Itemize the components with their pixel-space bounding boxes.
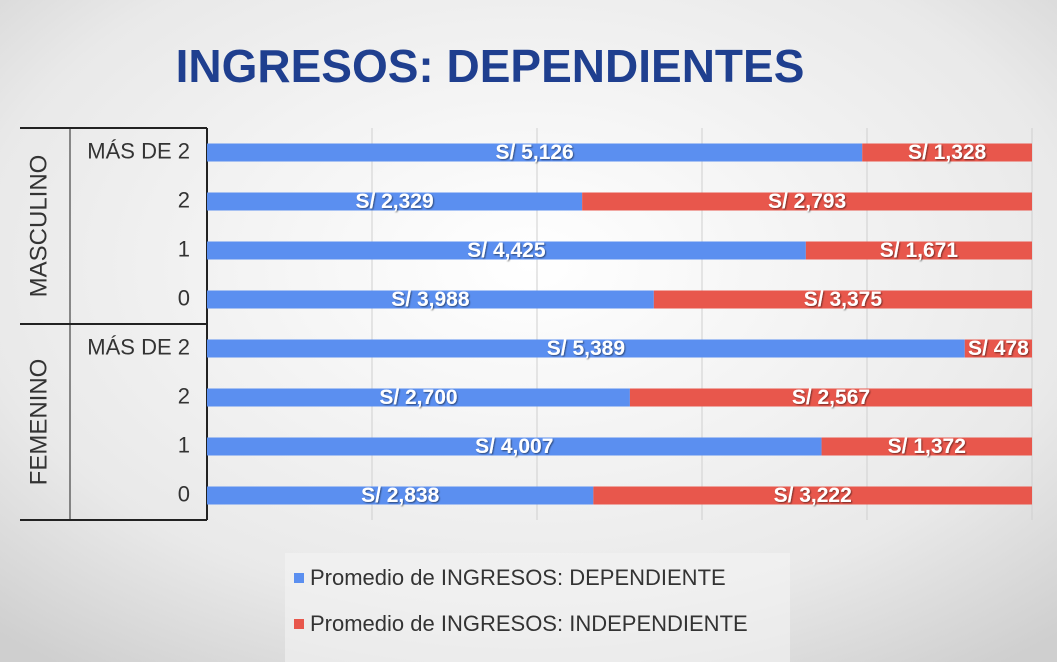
data-label: S/ 1,671	[880, 239, 959, 262]
y-tick-label: MÁS DE 2	[87, 334, 190, 359]
bar-segment	[207, 486, 594, 505]
data-label: S/ 2,700	[379, 386, 457, 409]
y-tick-label: MÁS DE 2	[87, 138, 190, 163]
data-label: S/ 4,425	[467, 239, 546, 262]
data-label: S/ 2,567	[792, 386, 870, 409]
bar-segment	[207, 143, 863, 162]
data-label: S/ 3,988	[391, 288, 470, 311]
y-tick-label: 2	[178, 187, 190, 212]
group-label: FEMENINO	[25, 359, 52, 486]
bar-segment	[207, 192, 583, 211]
data-label: S/ 2,793	[768, 190, 846, 213]
bar-segment	[862, 143, 1032, 162]
chart-title: INGRESOS: DEPENDIENTES	[176, 40, 805, 92]
data-label: S/ 1,328	[908, 141, 987, 164]
bar-segment	[207, 437, 822, 456]
bar-segment	[593, 486, 1032, 505]
data-label: S/ 5,126	[496, 141, 574, 164]
legend-label: Promedio de INGRESOS: INDEPENDIENTE	[310, 611, 748, 636]
legend-label: Promedio de INGRESOS: DEPENDIENTE	[310, 565, 726, 590]
bar-segment	[207, 388, 630, 407]
y-tick-label: 1	[178, 236, 190, 261]
data-label: S/ 1,372	[888, 435, 966, 458]
bar-segment	[207, 290, 654, 309]
y-tick-label: 2	[178, 383, 190, 408]
data-label: S/ 5,389	[547, 337, 625, 360]
bar-segment	[582, 192, 1032, 211]
data-label: S/ 4,007	[475, 435, 553, 458]
y-tick-label: 0	[178, 481, 190, 506]
bar-segment	[207, 241, 806, 260]
data-label: S/ 2,329	[355, 190, 433, 213]
y-tick-label: 1	[178, 432, 190, 457]
legend-swatch	[294, 619, 304, 629]
y-tick-label: 0	[178, 285, 190, 310]
bar-segment	[207, 339, 965, 358]
bar-segment	[629, 388, 1032, 407]
group-label: MASCULINO	[25, 155, 52, 298]
bar-segment	[964, 339, 1032, 358]
data-label: S/ 2,838	[361, 484, 440, 507]
bar-segment	[805, 241, 1032, 260]
data-label: S/ 3,222	[774, 484, 852, 507]
legend-swatch	[294, 573, 304, 583]
data-label: S/ 478	[968, 337, 1029, 360]
legend-box	[285, 553, 790, 662]
bar-segment	[653, 290, 1032, 309]
bar-segment	[821, 437, 1032, 456]
data-label: S/ 3,375	[804, 288, 883, 311]
